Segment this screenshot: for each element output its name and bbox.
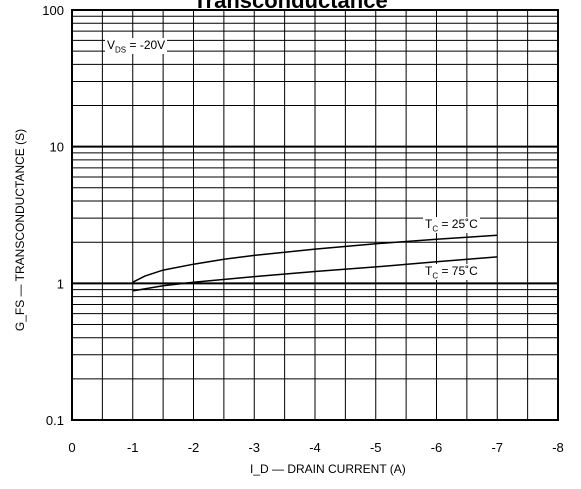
series-label-25c: TC = 25˚C bbox=[423, 217, 480, 234]
vds-value: = -20V bbox=[129, 38, 166, 52]
chart-title: Transconductance bbox=[193, 0, 388, 13]
vds-annotation: VDS = -20V bbox=[105, 38, 168, 55]
y-tick-label: 1 bbox=[57, 276, 64, 291]
plot-frame bbox=[71, 9, 559, 421]
series-label-25c-value: = 25˚C bbox=[441, 217, 478, 231]
vds-symbol: V bbox=[107, 38, 116, 52]
series-layer bbox=[132, 234, 498, 292]
grid-lines bbox=[71, 9, 559, 421]
vds-subscript: DS bbox=[115, 45, 127, 55]
tick-labels: 0 -1 -2 -3 -4 -5 -6 -7 -8 0.1 1 10 100 bbox=[42, 3, 563, 455]
series-line-0 bbox=[132, 234, 498, 283]
x-tick-label: -5 bbox=[370, 440, 382, 455]
y-axis-label: G_FS — TRANSCONDUCTANCE (S) bbox=[13, 128, 27, 332]
series-label-75c-value: = 75˚C bbox=[441, 264, 478, 278]
x-tick-label: -4 bbox=[309, 440, 321, 455]
x-axis-label: I_D — DRAIN CURRENT (A) bbox=[250, 462, 406, 476]
series-line-1 bbox=[132, 256, 498, 292]
series-label-25c-symbol: T bbox=[425, 217, 433, 231]
series-label-75c: TC = 75˚C bbox=[423, 264, 480, 281]
x-tick-label: -3 bbox=[248, 440, 260, 455]
x-tick-label: 0 bbox=[68, 440, 75, 455]
x-tick-label: -7 bbox=[491, 440, 503, 455]
x-tick-label: -8 bbox=[552, 440, 564, 455]
series-label-25c-subscript: C bbox=[432, 224, 439, 234]
series-label-75c-subscript: C bbox=[432, 271, 439, 281]
y-tick-label: 100 bbox=[42, 3, 64, 18]
x-tick-label: -2 bbox=[188, 440, 200, 455]
y-tick-label: 0.1 bbox=[46, 413, 64, 428]
y-tick-label: 10 bbox=[50, 140, 64, 155]
x-tick-label: -1 bbox=[127, 440, 139, 455]
x-tick-label: -6 bbox=[431, 440, 443, 455]
series-label-75c-symbol: T bbox=[425, 264, 433, 278]
